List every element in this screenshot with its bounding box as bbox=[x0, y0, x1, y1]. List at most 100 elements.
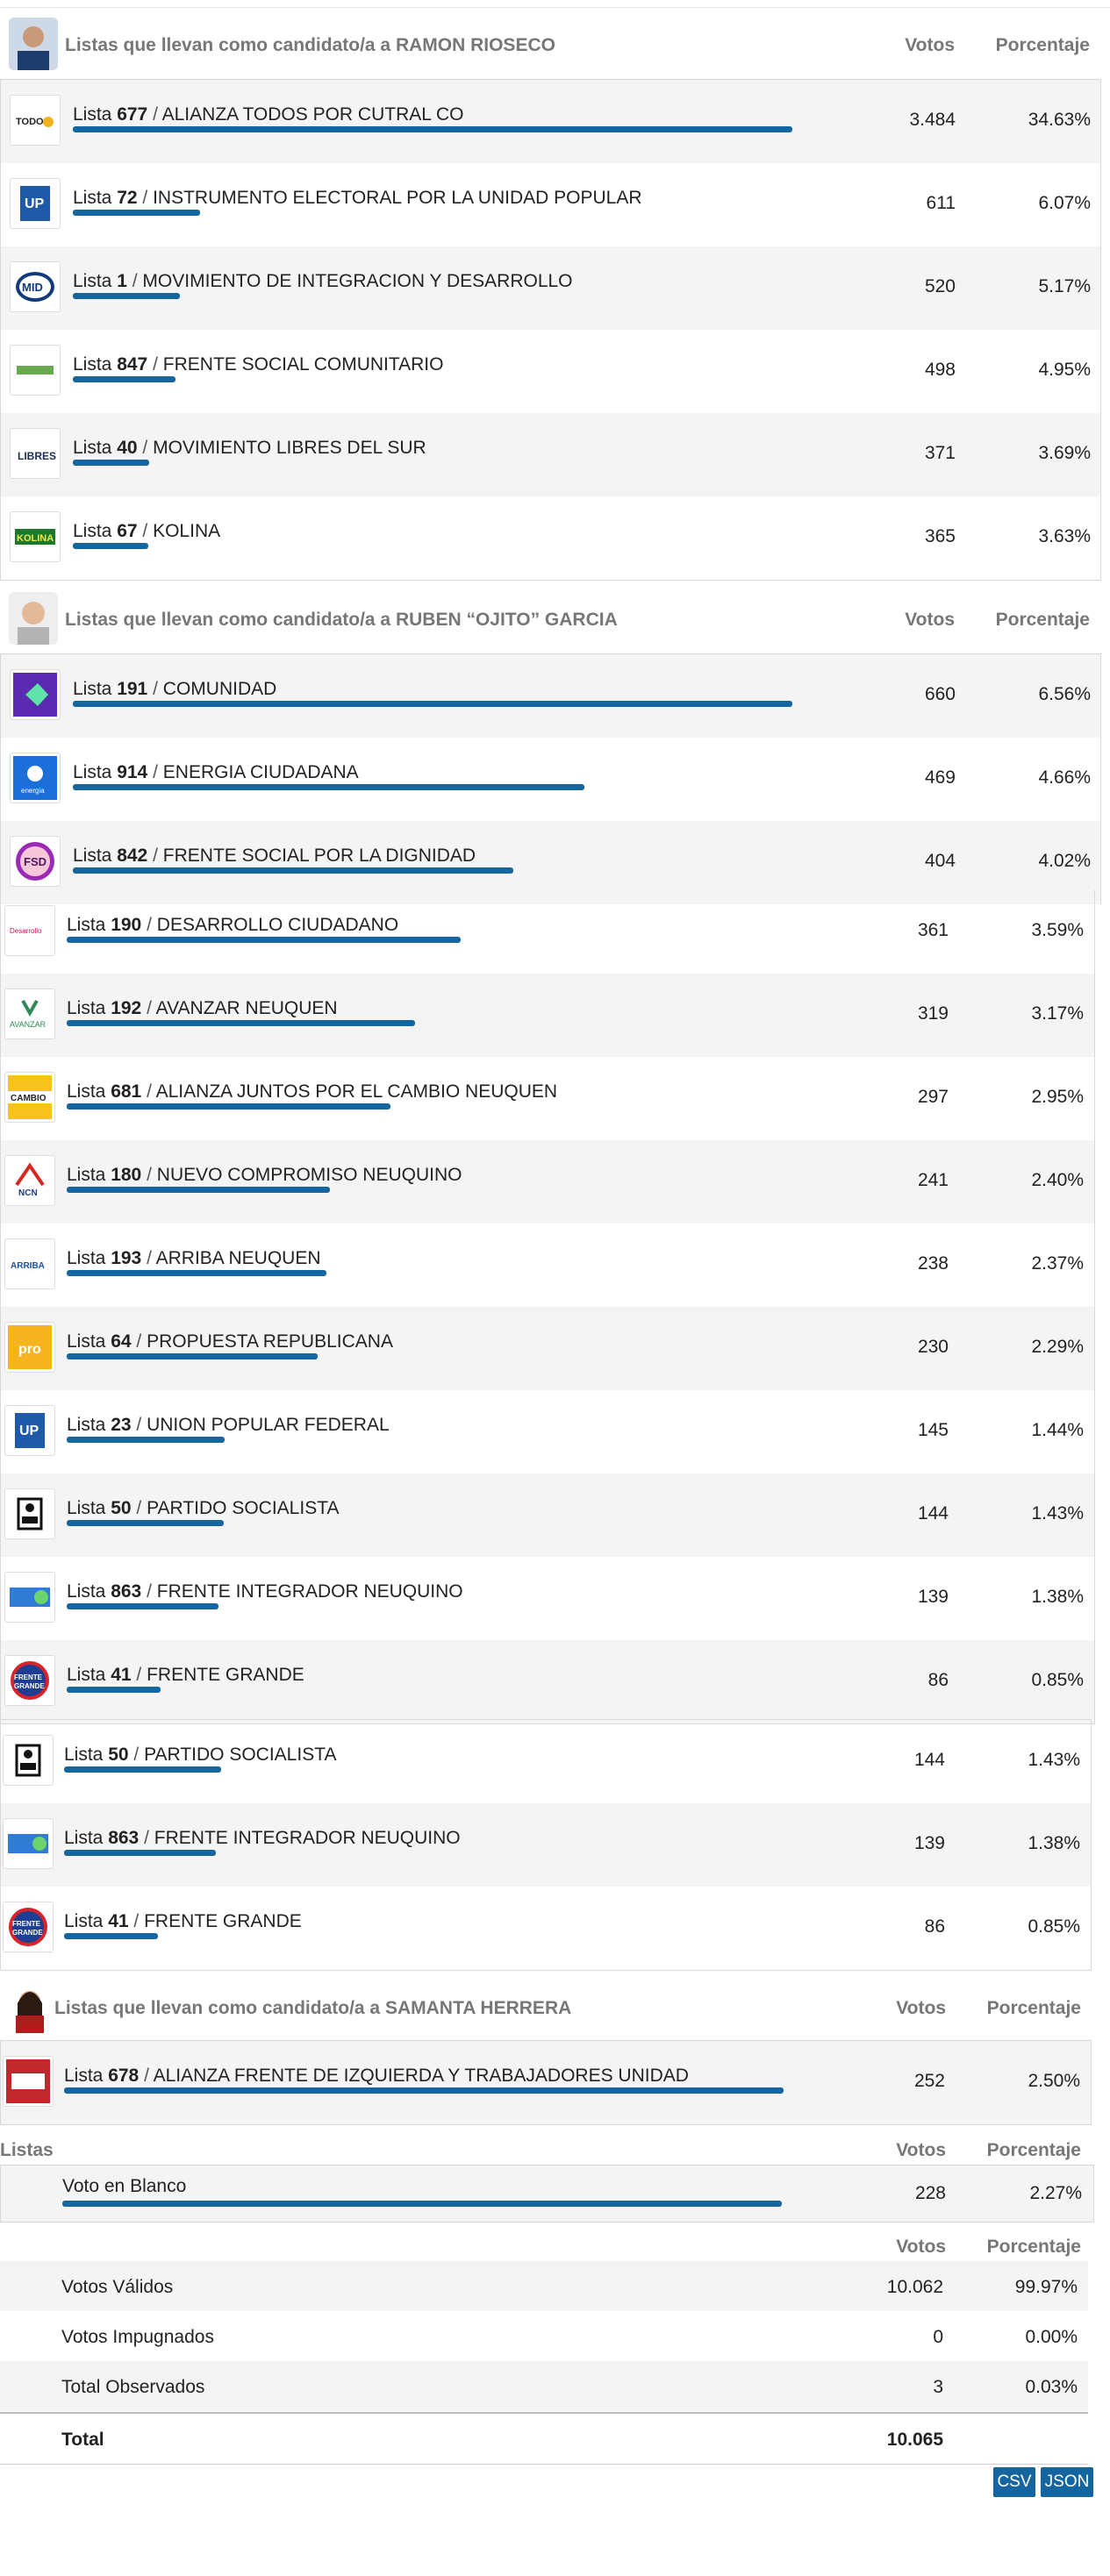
list-prefix: Lista bbox=[73, 521, 112, 541]
section-header: Listas que llevan como candidato/a a RUB… bbox=[0, 583, 1101, 653]
party-logo-icon: ARRIBA bbox=[4, 1238, 55, 1289]
list-number: 863 bbox=[108, 1828, 140, 1848]
separator: / bbox=[153, 762, 158, 782]
vote-count: 404 bbox=[924, 851, 956, 871]
vote-share-bar bbox=[64, 2087, 784, 2094]
list-name: FRENTE SOCIAL COMUNITARIO bbox=[162, 354, 444, 375]
separator: / bbox=[147, 1248, 152, 1268]
list-name: FRENTE GRANDE bbox=[147, 1665, 304, 1685]
list-number: 190 bbox=[111, 915, 142, 935]
party-logo-icon: UP bbox=[10, 178, 61, 229]
section-ruben-garcia: Listas que llevan como candidato/a a RUB… bbox=[0, 583, 1101, 904]
csv-download-button[interactable]: CSV bbox=[993, 2467, 1035, 2497]
browser-top-strip bbox=[0, 0, 1110, 8]
vote-count: 86 bbox=[927, 1670, 949, 1690]
list-name: MOVIMIENTO LIBRES DEL SUR bbox=[153, 438, 426, 458]
vote-share-bar bbox=[67, 1437, 225, 1443]
list-number: 914 bbox=[117, 762, 148, 782]
party-logo-icon bbox=[10, 669, 61, 720]
blank-vote-count: 228 bbox=[914, 2183, 946, 2203]
section-header: Listas que llevan como candidato/a a RAM… bbox=[0, 9, 1101, 79]
separator: / bbox=[153, 354, 158, 375]
party-list-label: Lista 191 / COMUNIDAD bbox=[73, 679, 276, 700]
party-list-row: ARRIBA Lista 193 / ARRIBA NEUQUEN 238 2.37% bbox=[1, 1224, 1094, 1307]
percentage-column-header: Porcentaje bbox=[986, 1998, 1081, 2018]
list-number: 681 bbox=[111, 1081, 142, 1102]
blank-vote-percentage: 2.27% bbox=[1029, 2183, 1082, 2203]
json-download-button[interactable]: JSON bbox=[1041, 2467, 1093, 2497]
section-title: Listas que llevan como candidato/a a RAM… bbox=[65, 35, 555, 55]
party-list-label: Lista 863 / FRENTE INTEGRADOR NEUQUINO bbox=[64, 1828, 461, 1849]
vote-share-bar bbox=[67, 1103, 390, 1110]
vote-count: 365 bbox=[924, 526, 956, 546]
section-rows: Lista 191 / COMUNIDAD 660 6.56% energia List… bbox=[0, 653, 1101, 904]
summary-votes: 10.062 bbox=[886, 2277, 943, 2297]
section-title: Listas que llevan como candidato/a a RUB… bbox=[65, 610, 618, 630]
list-name: NUEVO COMPROMISO NEUQUINO bbox=[156, 1165, 462, 1185]
vote-percentage: 2.29% bbox=[1031, 1337, 1084, 1357]
party-logo-icon: FSD bbox=[10, 836, 61, 887]
separator: / bbox=[144, 1828, 149, 1848]
list-name: ALIANZA TODOS POR CUTRAL CO bbox=[161, 104, 464, 125]
list-name: ALIANZA JUNTOS POR EL CAMBIO NEUQUEN bbox=[155, 1081, 558, 1102]
svg-text:UP: UP bbox=[25, 196, 45, 211]
vote-share-bar bbox=[67, 937, 461, 943]
list-number: 41 bbox=[111, 1665, 132, 1685]
svg-text:NCN: NCN bbox=[18, 1188, 38, 1198]
vote-percentage: 1.44% bbox=[1031, 1420, 1084, 1440]
list-prefix: Lista bbox=[67, 1665, 106, 1685]
list-prefix: Lista bbox=[73, 438, 112, 458]
section-samanta-herrera: Listas que llevan como candidato/a a SAM… bbox=[0, 1975, 1092, 2125]
party-list-label: Lista 678 / ALIANZA FRENTE DE IZQUIERDA … bbox=[64, 2066, 689, 2087]
vote-count: 319 bbox=[917, 1003, 949, 1024]
party-list-row: energia Lista 914 / ENERGIA CIUDADANA 469 4… bbox=[1, 738, 1100, 821]
percentage-column-header: Porcentaje bbox=[986, 2140, 1081, 2160]
party-list-row: CAMBIO Lista 681 / ALIANZA JUNTOS POR EL … bbox=[1, 1057, 1094, 1140]
list-name: COMUNIDAD bbox=[162, 679, 277, 699]
separator: / bbox=[142, 188, 148, 208]
summary-row-total: Total 10.065 bbox=[0, 2412, 1088, 2465]
list-number: 678 bbox=[108, 2066, 140, 2086]
list-prefix: Lista bbox=[64, 1911, 104, 1931]
separator: / bbox=[136, 1415, 142, 1435]
list-number: 863 bbox=[111, 1581, 142, 1602]
list-name: KOLINA bbox=[153, 521, 221, 541]
summary-votes-header: Votos bbox=[896, 2237, 946, 2257]
list-name: DESARROLLO CIUDADANO bbox=[156, 915, 399, 935]
party-list-label: Lista 190 / DESARROLLO CIUDADANO bbox=[67, 915, 398, 936]
party-list-label: Lista 842 / FRENTE SOCIAL POR LA DIGNIDA… bbox=[73, 846, 476, 867]
svg-text:LIBRES: LIBRES bbox=[18, 450, 56, 462]
separator: / bbox=[147, 1581, 152, 1602]
separator: / bbox=[153, 846, 158, 866]
vote-percentage: 34.63% bbox=[1028, 110, 1091, 130]
vote-share-bar bbox=[67, 1687, 161, 1693]
list-name: UNION POPULAR FEDERAL bbox=[147, 1415, 390, 1435]
separator: / bbox=[133, 1911, 140, 1931]
list-prefix: Lista bbox=[67, 1081, 106, 1102]
vote-count: 144 bbox=[913, 1750, 945, 1770]
candidate-avatar bbox=[9, 18, 58, 70]
vote-share-bar bbox=[73, 701, 792, 707]
blank-vote-label: Voto en Blanco bbox=[62, 2176, 187, 2196]
vote-percentage: 3.17% bbox=[1031, 1003, 1084, 1024]
vote-share-bar bbox=[73, 293, 180, 299]
vote-share-bar bbox=[73, 460, 149, 466]
separator: / bbox=[147, 1165, 152, 1185]
vote-share-bar bbox=[67, 1603, 218, 1609]
party-list-label: Lista 40 / MOVIMIENTO LIBRES DEL SUR bbox=[73, 438, 426, 459]
summary-votes: 0 bbox=[933, 2327, 943, 2347]
vote-share-bar bbox=[67, 1020, 415, 1026]
vote-share-bar bbox=[67, 1353, 318, 1359]
party-list-label: Lista 41 / FRENTE GRANDE bbox=[64, 1911, 302, 1932]
vote-percentage: 3.69% bbox=[1038, 443, 1091, 463]
svg-text:ARRIBA: ARRIBA bbox=[11, 1261, 45, 1271]
vote-share-bar bbox=[73, 126, 792, 132]
list-prefix: Lista bbox=[73, 354, 112, 375]
separator: / bbox=[132, 271, 138, 291]
list-prefix: Lista bbox=[67, 1165, 106, 1185]
vote-count: 139 bbox=[913, 1833, 945, 1853]
vote-count: 361 bbox=[917, 920, 949, 940]
summary-percentage: 0.03% bbox=[1025, 2377, 1078, 2397]
list-number: 192 bbox=[111, 998, 142, 1018]
vote-count: 230 bbox=[917, 1337, 949, 1357]
